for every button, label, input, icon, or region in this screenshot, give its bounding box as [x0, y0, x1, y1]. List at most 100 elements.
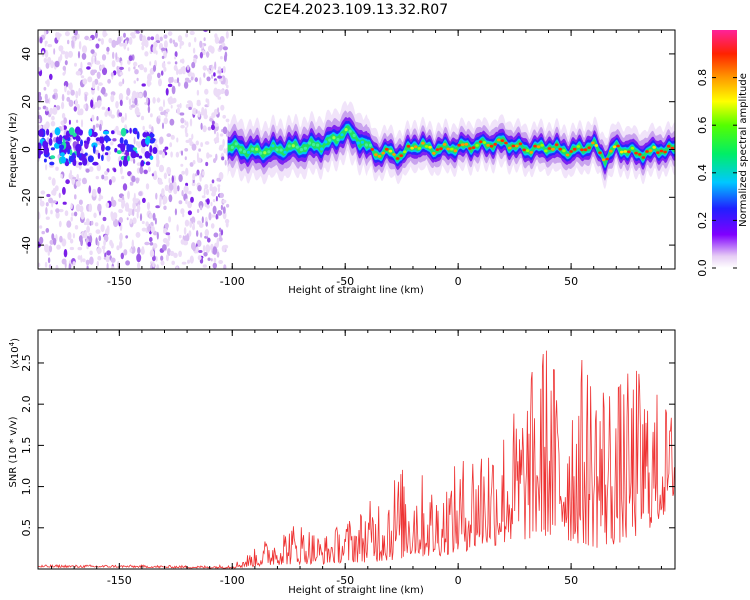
spectrogram-noise-cell	[91, 114, 95, 122]
spectrogram-noise-cell	[224, 159, 227, 166]
spectrogram-noise-cell	[181, 65, 186, 75]
spectrogram-mid-cell	[275, 148, 279, 152]
spectrogram-noise-blob	[145, 137, 150, 145]
spectrogram-noise-cell	[180, 124, 185, 129]
spectrogram-noise-cell	[175, 266, 179, 269]
spectrogram-noise-cell	[152, 212, 156, 221]
spectrogram-noise-cell	[192, 107, 197, 115]
snr-x-tick-label: 50	[564, 574, 578, 587]
spectrogram-noise-cell	[225, 221, 229, 228]
spectrogram-noise-cell	[218, 172, 224, 180]
spectrogram-mid-cell	[316, 143, 320, 147]
spectrogram-noise-cell	[208, 65, 212, 69]
spectrogram-noise-cell	[75, 70, 81, 76]
spectrogram-noise-cell	[101, 174, 105, 180]
snr-x-tick-label: 0	[455, 574, 462, 587]
spectrogram-peak-cell	[587, 146, 591, 150]
spectrogram-peak-cell	[500, 139, 505, 143]
spectrogram-noise-cell	[197, 110, 201, 118]
spectrogram-noise-cell	[103, 239, 106, 246]
spectrogram-noise-cell	[63, 117, 67, 124]
spectrogram-noise-cell	[203, 72, 206, 78]
spectrogram-noise-cell	[97, 241, 100, 247]
spectrogram-noise-cell	[113, 168, 117, 173]
spectrogram-noise-blob	[38, 150, 44, 155]
spectrogram-noise-cell	[52, 200, 57, 204]
spectrogram-noise-cell	[185, 104, 190, 109]
spectrogram-noise-cell	[211, 120, 215, 126]
spectrogram-noise-cell	[192, 160, 196, 165]
snr-series-line	[38, 350, 675, 569]
spectrogram-noise-cell	[120, 60, 123, 66]
spectrogram-noise-cell	[71, 40, 75, 49]
spectrogram-noise-cell	[77, 246, 83, 251]
spectrogram-noise-cell	[61, 258, 67, 265]
spectrogram-noise-blob	[119, 143, 126, 149]
spectrogram-noise-cell	[185, 182, 189, 187]
spectrogram-mid-cell	[368, 143, 373, 147]
spectrogram-noise-cell	[130, 104, 136, 108]
spectrogram-noise-cell	[144, 241, 150, 246]
spectrogram-noise-cell	[180, 163, 184, 167]
spectrogram-noise-cell	[184, 120, 187, 126]
spectrogram-noise-blob	[149, 155, 154, 161]
spectrogram-noise-cell	[134, 198, 140, 202]
spectrogram-noise-cell	[147, 166, 151, 173]
spectrogram-noise-cell	[106, 51, 110, 55]
spectrogram-noise-cell	[222, 114, 226, 119]
spectrogram-noise-cell	[75, 204, 81, 212]
spectrogram-noise-cell	[38, 91, 42, 97]
spectrogram-noise-cell	[223, 54, 227, 62]
spectrogram-noise-cell	[146, 97, 149, 105]
spectrogram-noise-cell	[116, 65, 119, 74]
spectrogram-noise-cell	[178, 174, 183, 183]
spectrogram-noise-cell	[176, 77, 180, 84]
spectrogram-noise-cell	[180, 239, 185, 245]
spectrogram-noise-blob	[49, 161, 55, 166]
spectrogram-noise-cell	[202, 65, 207, 71]
spectrogram-noise-cell	[136, 167, 141, 174]
spectrogram-x-ticks: -150 -100 -50 0 50	[51, 30, 662, 288]
spectrogram-peak-cell	[428, 145, 432, 149]
spectrogram-noise-cell	[178, 234, 182, 239]
spectrogram-noise-cell	[216, 177, 221, 182]
spectrogram-peak-cell	[576, 145, 581, 148]
spectrogram-noise-cell	[115, 125, 119, 132]
spectrogram-noise-cell	[210, 258, 213, 262]
spectrogram-noise-cell	[45, 207, 48, 215]
spectrogram-noise-cell	[70, 216, 73, 222]
spectrogram-noise-cell	[225, 118, 230, 123]
spectrogram-noise-cell	[160, 260, 165, 266]
spectrogram-noise-cell	[58, 45, 64, 52]
spectrogram-noise-cell	[127, 190, 130, 200]
spectrogram-noise-cell	[61, 93, 65, 102]
spectrogram-peak-cell	[399, 154, 404, 158]
spectrogram-peak-cell	[464, 142, 469, 146]
spectrogram-noise-cell	[39, 196, 42, 203]
spectrogram-noise-cell	[206, 67, 210, 72]
spectrogram-mid-cell	[352, 133, 356, 138]
spectrogram-noise-cell	[98, 235, 102, 242]
spectrogram-noise-cell	[57, 33, 62, 37]
spectrogram-noise-cell	[44, 109, 49, 116]
spectrogram-noise-cell	[206, 198, 210, 205]
spectrogram-peak-cell	[475, 144, 479, 147]
spectrogram-noise-cell	[139, 64, 144, 69]
spectrogram-noise-cell	[81, 52, 87, 60]
spectrogram-noise-cell	[119, 66, 124, 70]
spectrogram-noise-cell	[214, 139, 220, 143]
spectrogram-noise-cell	[139, 166, 144, 175]
spectrogram-noise-cell	[100, 38, 104, 45]
spectrogram-noise-cell	[176, 224, 179, 232]
spectrogram-noise-cell	[192, 173, 196, 181]
spectrogram-noise-cell	[78, 178, 82, 182]
spectrogram-noise-blob	[72, 132, 77, 137]
spectrogram-noise-cell	[220, 229, 224, 236]
spectrogram-noise-blob	[140, 160, 145, 167]
spectrogram-noise-cell	[186, 64, 190, 71]
snr-y-ticks: 0.5 1.0 1.5 2.0 2.5	[20, 354, 675, 537]
spectrogram-noise-cell	[198, 148, 202, 152]
spectrogram-noise-cell	[184, 156, 187, 161]
spectrogram-noise-cell	[106, 250, 111, 256]
spectrogram-noise-cell	[191, 143, 197, 151]
